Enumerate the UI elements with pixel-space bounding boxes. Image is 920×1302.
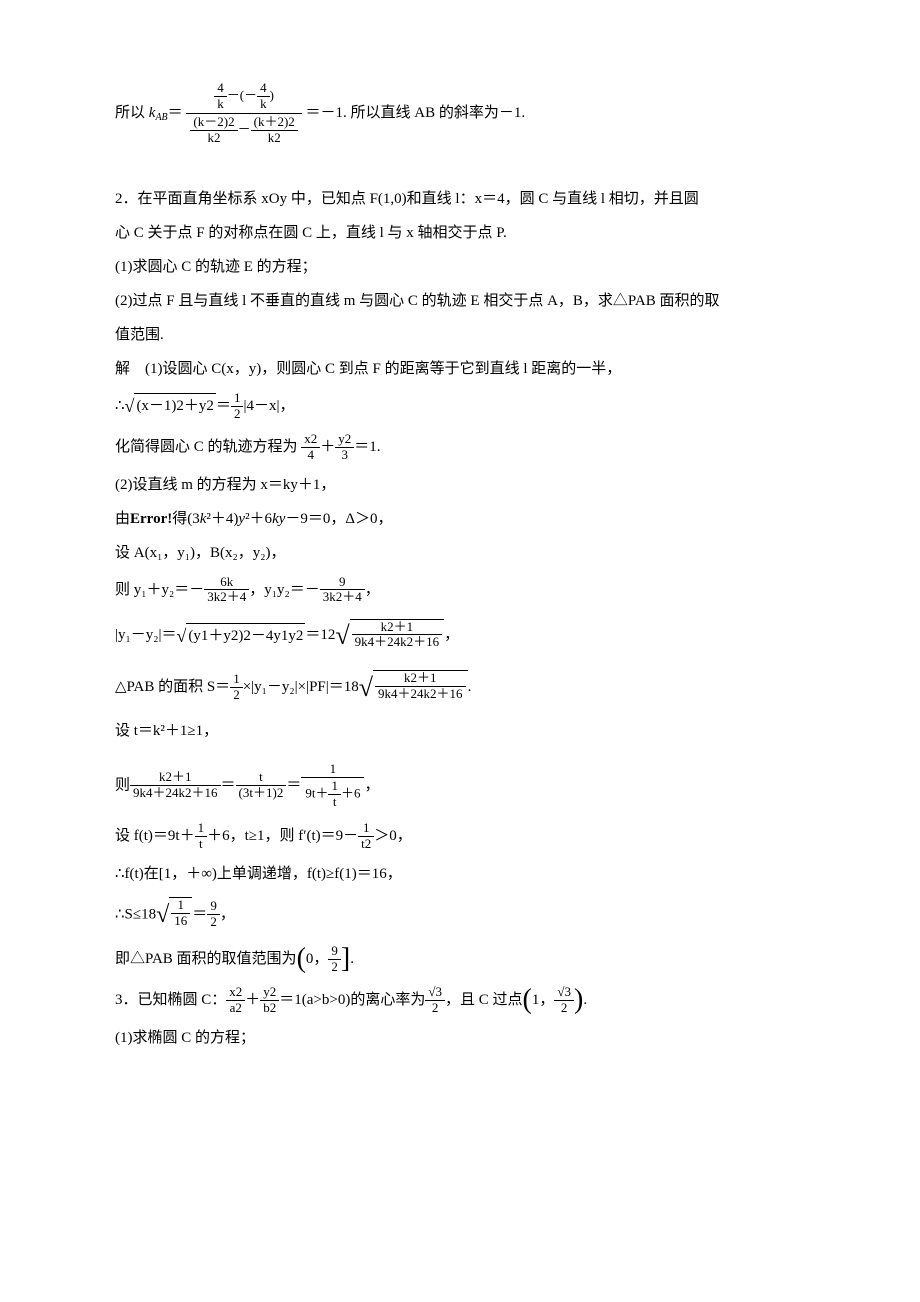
p2-l6: 解 (1)设圆心 C(x，y)，则圆心 C 到点 F 的距离等于它到直线 l 距… <box>115 357 805 381</box>
left-paren-icon: ( <box>297 948 306 970</box>
p1-kab-label: kAB <box>149 105 168 121</box>
right-bracket-icon: ] <box>341 948 350 970</box>
p2-l11: 设 A(x₁，y₁)，B(x₂，y₂)， <box>115 541 805 565</box>
p1-kab: 所以 kAB＝ 4k－(－4k) (k－2)2k2－(k＋2)2k2 ＝－1. … <box>115 80 805 147</box>
p2-l18: ∴f(t)在[1，＋∞)上单调递增，f(t)≥f(1)＝16， <box>115 862 805 886</box>
p2-l12: 则 y₁＋y₂＝－6k3k2＋4，y₁y₂＝－93k2＋4， <box>115 575 805 606</box>
p2-l14: △PAB 的面积 S＝12×|y₁－y₂|×|PF|＝18√k2＋19k4＋24… <box>115 667 805 709</box>
p2-l19: ∴S≤18√116＝92， <box>115 896 805 934</box>
p2-l1: 2．在平面直角坐标系 xOy 中，已知点 F(1,0)和直线 l：x＝4，圆 C… <box>115 187 805 211</box>
p2-l10: 由Error!得(3k²＋4)y²＋6ky－9＝0，Δ＞0， <box>115 507 805 531</box>
left-paren-icon-2: ( <box>523 989 532 1011</box>
p2-l3: (1)求圆心 C 的轨迹 E 的方程； <box>115 255 805 279</box>
p2-l17: 设 f(t)＝9t＋1t＋6，t≥1，则 f′(t)＝9－1t2＞0， <box>115 821 805 852</box>
right-paren-icon-2: ) <box>574 989 583 1011</box>
p3-l2: (1)求椭圆 C 的方程； <box>115 1026 805 1050</box>
p2-l15: 设 t＝k²＋1≥1， <box>115 719 805 743</box>
p2-l20: 即△PAB 面积的取值范围为(0，92]. <box>115 944 805 975</box>
p1-tail: ＝－1. 所以直线 AB 的斜率为－1. <box>306 105 526 121</box>
sqrt-1: √(x－1)2＋y2 <box>125 392 216 421</box>
p2-l16: 则k2＋19k4＋24k2＋16＝t(3t＋1)2＝19t＋1t＋6， <box>115 761 805 811</box>
p3-l1: 3．已知椭圆 C：x2a2＋y2b2＝1(a>b>0)的离心率为√32，且 C … <box>115 985 805 1016</box>
p2-l8: 化简得圆心 C 的轨迹方程为 x24＋y23＝1. <box>115 432 805 463</box>
p1-prefix: 所以 <box>115 105 149 121</box>
p2-l13: |y₁－y₂|＝√(y1＋y2)2－4y1y2＝12√k2＋19k4＋24k2＋… <box>115 615 805 657</box>
p1-big-frac: 4k－(－4k) (k－2)2k2－(k＋2)2k2 <box>186 80 301 147</box>
p2-l7: ∴√(x－1)2＋y2＝12|4－x|， <box>115 391 805 422</box>
p2-l9: (2)设直线 m 的方程为 x＝ky＋1， <box>115 473 805 497</box>
p2-l2: 心 C 关于点 F 的对称点在圆 C 上，直线 l 与 x 轴相交于点 P. <box>115 221 805 245</box>
p2-l4: (2)过点 F 且与直线 l 不垂直的直线 m 与圆心 C 的轨迹 E 相交于点… <box>115 289 805 313</box>
p2-l5: 值范围. <box>115 323 805 347</box>
